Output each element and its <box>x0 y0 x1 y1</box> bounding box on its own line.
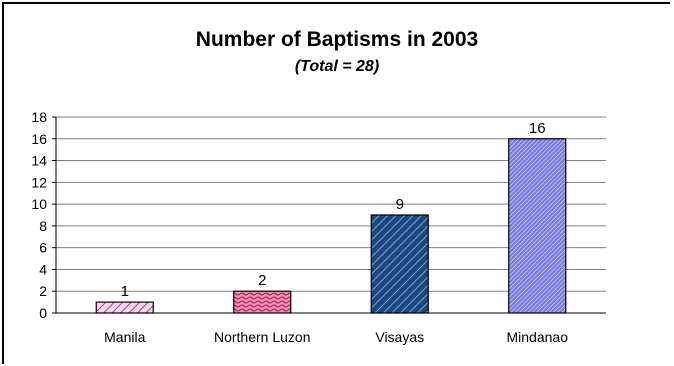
bar-northern-luzon <box>233 290 292 314</box>
chart-title: Number of Baptisms in 2003 <box>195 28 479 51</box>
bar-mindanao <box>508 138 567 314</box>
y-tick-label: 16 <box>31 131 47 147</box>
data-label: 1 <box>121 283 129 300</box>
data-label: 2 <box>258 272 266 289</box>
y-tick-label: 0 <box>39 305 47 321</box>
x-tick-label: Visayas <box>375 329 424 345</box>
y-tick-label: 2 <box>39 283 47 299</box>
chart-subtitle: (Total = 28) <box>294 58 380 75</box>
x-tick-label: Manila <box>104 329 145 345</box>
x-tick-label: Mindanao <box>507 329 569 345</box>
y-tick-label: 12 <box>31 174 47 190</box>
x-tick-label: Northern Luzon <box>214 329 311 345</box>
bar-manila <box>95 301 154 314</box>
y-tick-label: 6 <box>39 240 47 256</box>
y-tick-label: 8 <box>39 218 47 234</box>
y-tick-label: 14 <box>31 153 47 169</box>
y-tick-label: 10 <box>31 196 47 212</box>
y-tick-label: 18 <box>31 109 47 125</box>
y-tick-label: 4 <box>39 261 47 277</box>
data-label: 9 <box>396 196 404 213</box>
bar-visayas <box>370 214 429 314</box>
data-label: 16 <box>529 120 546 137</box>
